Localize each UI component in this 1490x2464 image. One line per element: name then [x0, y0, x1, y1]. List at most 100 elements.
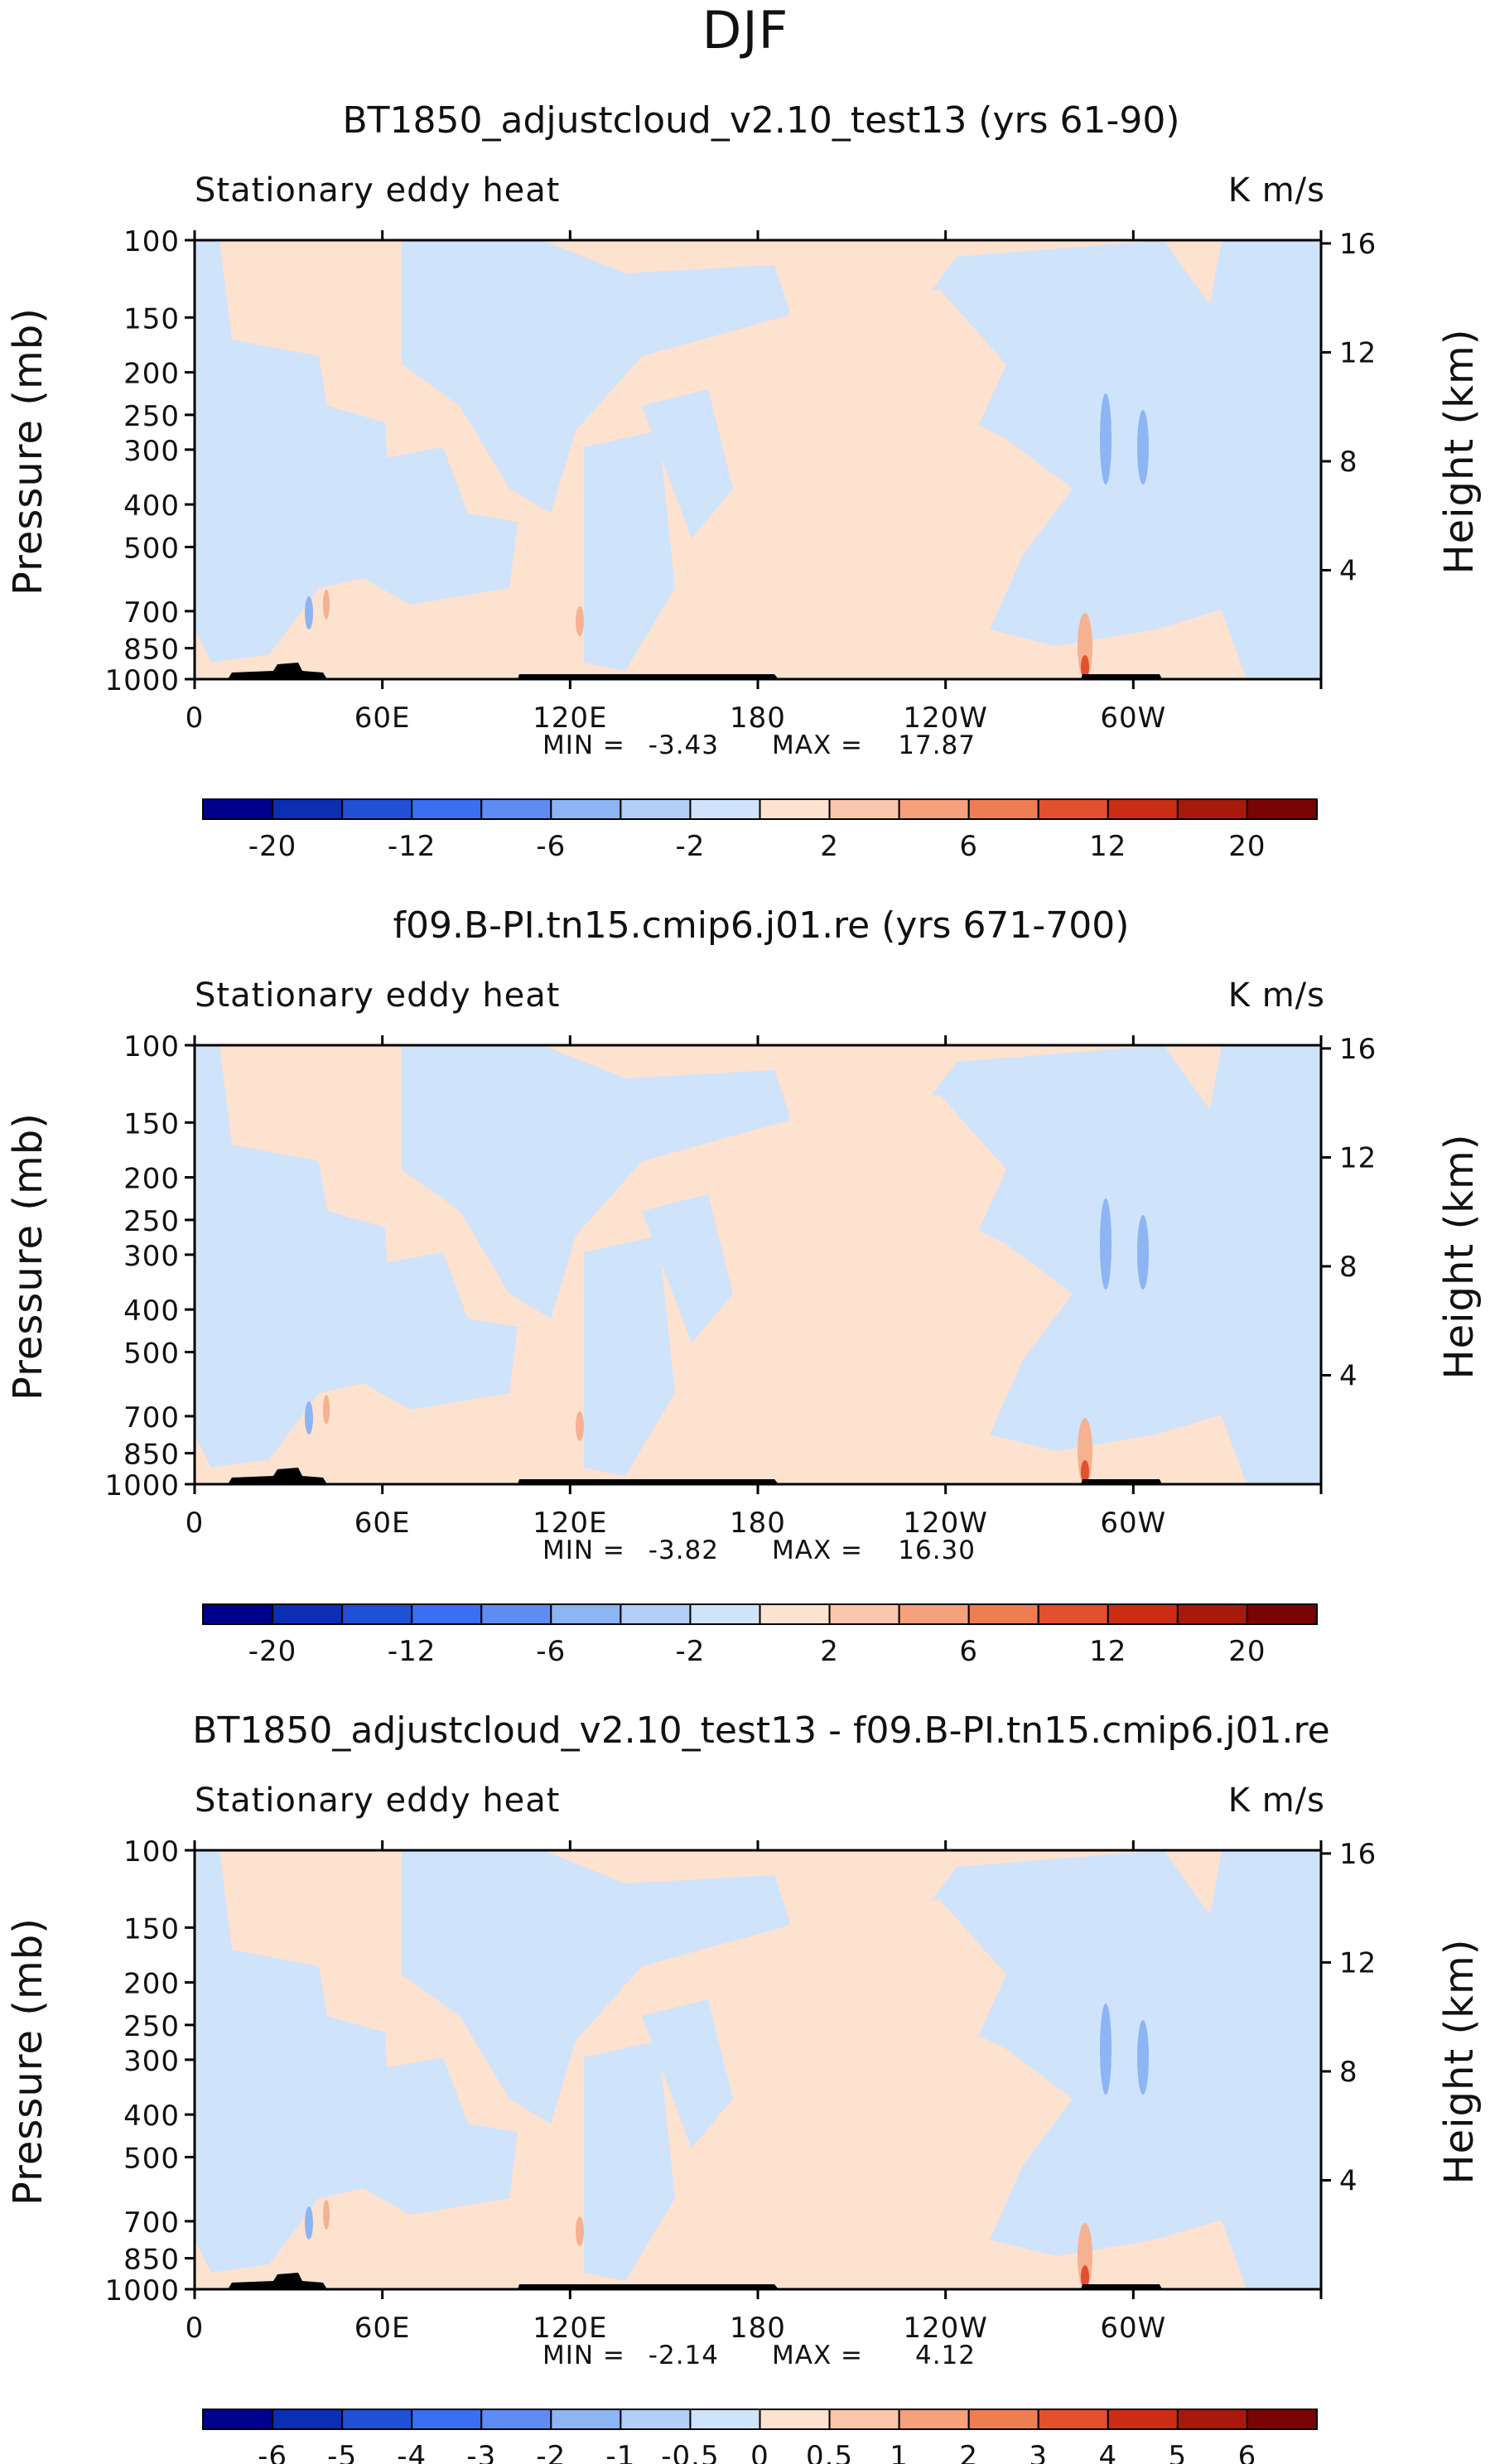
colorbar-swatch — [1246, 798, 1318, 820]
colorbar-swatch — [759, 798, 831, 820]
min-value: -3.82 — [649, 1536, 719, 1565]
right-string: K m/s — [1228, 1782, 1325, 1820]
blue-region-1 — [195, 1850, 393, 2273]
max-label: MAX = — [772, 2341, 863, 2370]
colorbar-swatch — [550, 1603, 622, 1625]
colorbar-label: -20 — [248, 1635, 297, 1668]
mid-orange-feature — [323, 590, 330, 620]
colorbar-label: 5 — [1169, 2440, 1188, 2464]
x-tick-label: 60W — [1100, 702, 1166, 735]
blue-region-3 — [402, 1850, 791, 2124]
blue-region-2 — [352, 447, 518, 605]
orange-region — [774, 290, 1006, 489]
pressure-tick-label: 250 — [123, 2010, 180, 2043]
x-tick-label: 0 — [186, 1507, 205, 1540]
mid-blue-feature — [1137, 2020, 1149, 2095]
max-label: MAX = — [772, 731, 863, 760]
y-axis-label-right: Height (km) — [1436, 329, 1483, 575]
max-value: 16.30 — [898, 1536, 976, 1565]
mid-orange-feature — [576, 1411, 584, 1441]
x-tick-label: 60E — [354, 702, 411, 735]
mid-orange-feature — [323, 1395, 330, 1425]
colorbar-label: 6 — [959, 1635, 978, 1668]
colorbar-label: 6 — [959, 830, 978, 863]
x-tick-label: 0 — [186, 2312, 205, 2345]
mid-blue-feature — [1137, 410, 1149, 485]
pressure-tick-label: 200 — [123, 358, 180, 391]
height-tick-label: 8 — [1339, 1251, 1358, 1284]
pressure-tick-label: 200 — [123, 1968, 180, 2001]
mid-orange-feature — [576, 606, 584, 636]
colorbar-label: -12 — [388, 830, 436, 863]
colorbar-swatch — [480, 798, 552, 820]
colorbar-label: -5 — [327, 2440, 357, 2464]
pressure-tick-label: 100 — [123, 1835, 180, 1868]
pressure-tick-label: 100 — [123, 225, 180, 258]
blue-region-4 — [584, 2041, 675, 2281]
colorbar-label: -0.5 — [661, 2440, 719, 2464]
colorbar-label: 1 — [890, 2440, 909, 2464]
x-tick-label: 0 — [186, 702, 205, 735]
colorbar-swatch — [411, 2409, 483, 2430]
height-tick-label: 8 — [1339, 446, 1358, 479]
pressure-tick-label: 150 — [123, 302, 180, 335]
x-tick-label: 60E — [354, 2312, 411, 2345]
colorbar-swatch — [898, 798, 970, 820]
pressure-tick-label: 700 — [123, 596, 180, 629]
colorbar: -6 -5 -4 -3 -2 -1 -0.5 0 0.5 1 2 3 4 5 6 — [202, 2409, 1318, 2464]
right-string: K m/s — [1228, 976, 1325, 1015]
blue-region-3 — [402, 1045, 791, 1319]
contour-field — [195, 240, 1321, 679]
colorbar-swatch — [341, 1603, 413, 1625]
min-value: -3.43 — [649, 731, 719, 760]
colorbar-label: 2 — [820, 830, 839, 863]
colorbar-label: 0.5 — [806, 2440, 853, 2464]
blue-region-3 — [402, 240, 791, 514]
colorbar-swatch — [411, 798, 483, 820]
colorbar-label: 4 — [1098, 2440, 1117, 2464]
pressure-tick-label: 400 — [123, 1295, 180, 1328]
height-tick-label: 4 — [1339, 554, 1358, 587]
min-value: -2.14 — [649, 2341, 719, 2370]
min-label: MIN = — [542, 731, 625, 760]
left-string: Stationary eddy heat — [195, 1782, 560, 1820]
right-string: K m/s — [1228, 171, 1325, 210]
blue-region-6 — [1189, 240, 1321, 679]
colorbar-swatch — [967, 798, 1039, 820]
colorbar: -20 -12 -6 -2 2 6 12 20 — [202, 1603, 1318, 1668]
colorbar-swatch — [759, 1603, 831, 1625]
colorbar-swatch — [828, 2409, 900, 2430]
colorbar-swatch — [1176, 1603, 1248, 1625]
blue-region-7 — [642, 1194, 733, 1343]
height-tick-label: 16 — [1339, 1838, 1377, 1871]
height-tick-label: 16 — [1339, 1033, 1377, 1066]
colorbar-label: 0 — [750, 2440, 769, 2464]
colorbar-swatch — [1107, 2409, 1179, 2430]
colorbar-swatch — [550, 2409, 622, 2430]
colorbar-swatch — [411, 1603, 483, 1625]
colorbar-swatch — [1107, 798, 1179, 820]
colorbar-swatch — [1176, 2409, 1248, 2430]
colorbar-label: -2 — [536, 2440, 566, 2464]
colorbar-label: -20 — [248, 830, 297, 863]
colorbar-label: 2 — [959, 2440, 978, 2464]
blue-region-6 — [1189, 1045, 1321, 1484]
max-value: 4.12 — [915, 2341, 976, 2370]
pressure-tick-label: 700 — [123, 1401, 180, 1435]
colorbar-swatch — [759, 2409, 831, 2430]
colorbar-swatch — [620, 2409, 692, 2430]
contour-field — [195, 1045, 1321, 1484]
pressure-tick-label: 1000 — [104, 1469, 180, 1502]
colorbar-swatch — [898, 1603, 970, 1625]
x-tick-label: 120W — [903, 2312, 988, 2345]
season-title: DJF — [702, 0, 789, 60]
pressure-tick-label: 850 — [123, 2244, 180, 2277]
colorbar-label: -1 — [605, 2440, 635, 2464]
colorbar-swatch — [620, 798, 692, 820]
pressure-tick-label: 850 — [123, 1439, 180, 1472]
x-tick-label: 60W — [1100, 1507, 1166, 1540]
blue-region-6 — [1189, 1850, 1321, 2289]
panel-title: f09.B-PI.tn15.cmip6.j01.re (yrs 671-700) — [393, 904, 1130, 947]
panel-title: BT1850_adjustcloud_v2.10_test13 (yrs 61-… — [342, 99, 1179, 142]
pressure-tick-label: 150 — [123, 1107, 180, 1140]
